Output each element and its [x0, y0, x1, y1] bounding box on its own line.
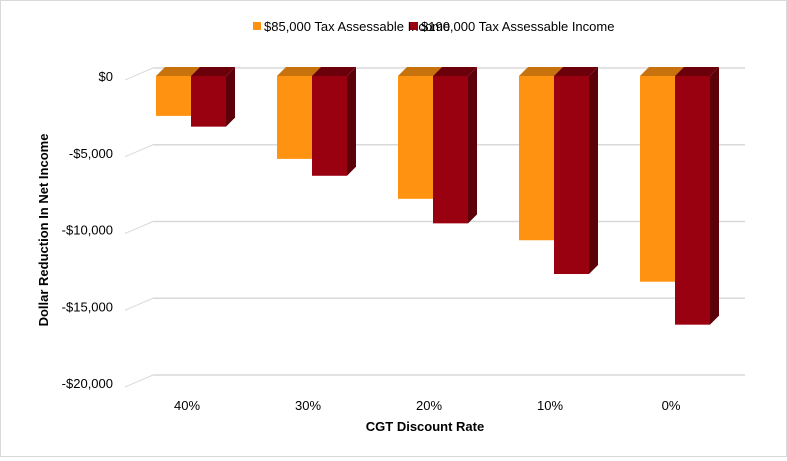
bar-top-face — [277, 67, 321, 76]
gridline-diagonal — [124, 297, 154, 311]
y-tick-label: $0 — [99, 69, 113, 84]
bar-top-face — [433, 67, 477, 76]
bar-front-face — [277, 76, 312, 159]
bar-series-2 — [433, 67, 477, 224]
gridline-diagonal — [124, 221, 154, 234]
x-tick-label: 40% — [174, 398, 200, 413]
bar-series-2 — [191, 67, 235, 127]
bar-top-face — [519, 67, 563, 76]
bar-series-2 — [312, 67, 356, 176]
bar-front-face — [191, 76, 226, 127]
bar-front-face — [312, 76, 347, 176]
bar-top-face — [554, 67, 598, 76]
gridline-diagonal — [124, 67, 154, 81]
x-axis-tick-labels: 40% 30% 20% 10% 0% — [174, 398, 681, 413]
bar-front-face — [433, 76, 468, 224]
bar-top-face — [675, 67, 719, 76]
y-tick-label: -$10,000 — [62, 223, 113, 238]
bar-front-face — [156, 76, 191, 116]
bar-top-face — [156, 67, 200, 76]
bar-side-face — [226, 67, 235, 127]
bar-front-face — [675, 76, 710, 325]
x-axis-title: CGT Discount Rate — [366, 419, 484, 434]
y-tick-label: -$20,000 — [62, 376, 113, 391]
y-axis-tick-labels: $0 -$5,000 -$10,000 -$15,000 -$20,000 — [62, 69, 113, 391]
bar-top-face — [312, 67, 356, 76]
legend: $85,000 Tax Assessable Income $190,000 T… — [253, 19, 614, 34]
bar-front-face — [398, 76, 433, 199]
x-tick-label: 30% — [295, 398, 321, 413]
bar-top-face — [191, 67, 235, 76]
bar-top-face — [640, 67, 684, 76]
gridline-diagonal — [124, 374, 154, 388]
legend-swatch-series-1 — [253, 22, 261, 30]
bar-side-face — [347, 67, 356, 176]
bar-side-face — [710, 67, 719, 325]
bars — [156, 67, 719, 325]
x-tick-label: 0% — [662, 398, 681, 413]
bar-top-face — [398, 67, 442, 76]
x-tick-label: 10% — [537, 398, 563, 413]
legend-label-series-2: $190,000 Tax Assessable Income — [421, 19, 614, 34]
legend-label-series-1: $85,000 Tax Assessable Income — [264, 19, 450, 34]
legend-swatch-series-2 — [410, 22, 418, 30]
gridline-diagonal — [124, 144, 154, 158]
bar-front-face — [554, 76, 589, 275]
bar-front-face — [519, 76, 554, 241]
bar-series-2 — [675, 67, 719, 325]
bar-side-face — [589, 67, 598, 275]
bar-series-2 — [554, 67, 598, 275]
bar-front-face — [640, 76, 675, 282]
y-axis-title: Dollar Reduction In Net Income — [36, 134, 51, 327]
y-tick-label: -$15,000 — [62, 299, 113, 314]
y-tick-label: -$5,000 — [69, 146, 113, 161]
x-tick-label: 20% — [416, 398, 442, 413]
bar-side-face — [468, 67, 477, 224]
